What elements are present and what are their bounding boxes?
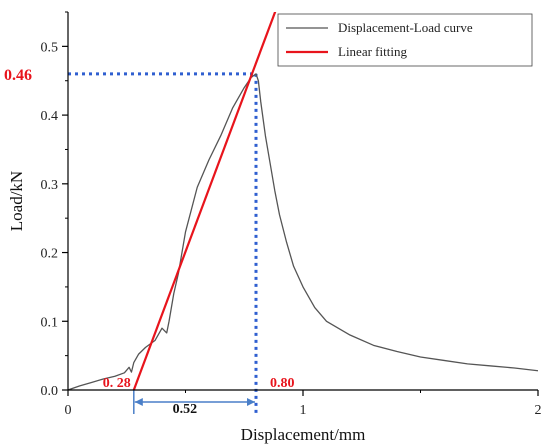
span-arrowhead-right [247, 398, 255, 406]
legend-label: Displacement-Load curve [338, 20, 473, 35]
annotation-span-length: 0.52 [173, 402, 198, 417]
y-tick-label: 0.2 [41, 247, 59, 262]
displacement-load-series [68, 73, 538, 390]
y-tick-label: 0.0 [41, 384, 59, 399]
y-tick-label: 0.5 [41, 40, 59, 55]
linear-fitting-series [132, 12, 277, 390]
y-tick-label: 0.1 [41, 315, 59, 330]
annotation-peak-displacement: 0.80 [270, 376, 295, 391]
annotation-peak-load: 0.46 [4, 67, 32, 84]
legend-box [277, 13, 533, 67]
annotation-start-displacement: 0. 28 [103, 376, 131, 391]
span-arrowhead-left [134, 398, 143, 406]
y-tick-label: 0.3 [41, 178, 59, 193]
x-tick-label: 0 [65, 403, 72, 418]
y-tick-label: 0.4 [41, 109, 59, 124]
x-axis-title: Displacement/mm [241, 425, 366, 444]
x-tick-label: 1 [300, 403, 307, 418]
legend-label: Linear fitting [338, 44, 407, 59]
y-axis-title: Load/kN [7, 171, 26, 231]
x-tick-label: 2 [535, 403, 542, 418]
